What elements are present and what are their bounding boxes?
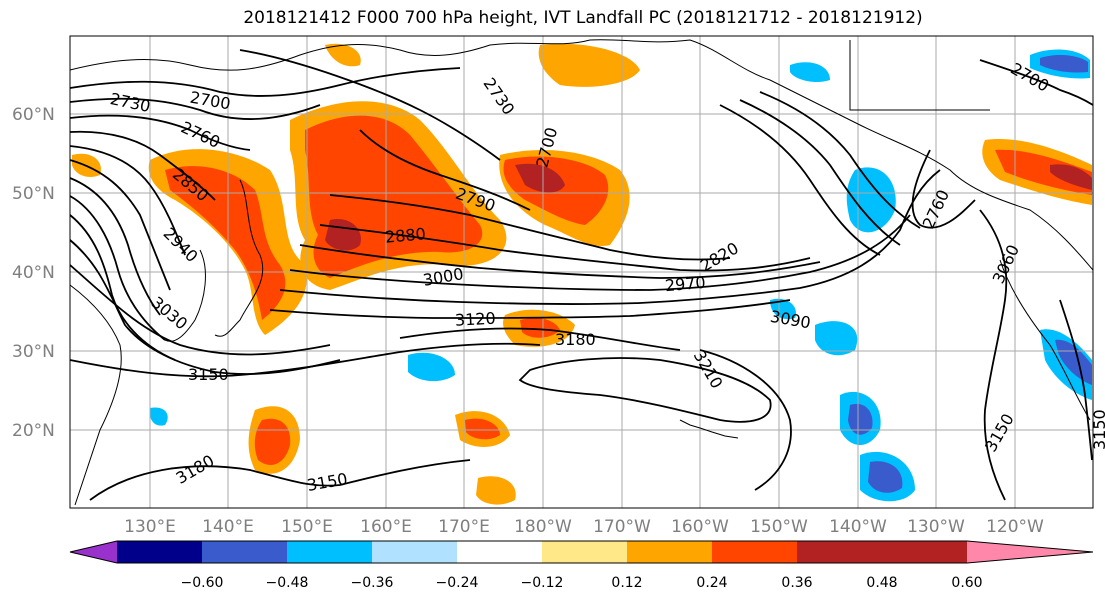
height-contours [69, 49, 1094, 501]
lat-label: 50°N [12, 184, 55, 204]
colorbar-tick: 0.24 [696, 575, 727, 591]
contour-label: 3150 [306, 469, 349, 495]
contour-label: 3210 [690, 347, 727, 392]
contour-label: 2730 [108, 89, 152, 116]
contour-label: 2880 [384, 224, 426, 246]
lat-label: 60°N [12, 105, 55, 125]
coastlines [69, 39, 1094, 506]
contour-label: 3180 [555, 330, 596, 349]
contour-label: 3180 [173, 451, 218, 488]
lon-label: 180°W [514, 517, 572, 537]
colorbar-tick: −0.12 [521, 575, 564, 591]
latitude-labels: 60°N 50°N 40°N 30°N 20°N [12, 105, 55, 441]
contour-label: 3060 [989, 242, 1023, 287]
lon-label: 160°E [360, 517, 412, 537]
colorbar-tick: 0.48 [866, 575, 897, 591]
lon-label: 170°W [593, 517, 651, 537]
colorbar-tick: 0.36 [781, 575, 812, 591]
contour-label: 3000 [422, 264, 465, 290]
lon-label: 170°E [438, 517, 490, 537]
lon-label: 130°E [124, 517, 176, 537]
lat-label: 30°N [12, 342, 55, 362]
colorbar-swatch [712, 541, 797, 563]
contour-label: 2970 [664, 273, 706, 295]
lon-label: 120°W [986, 517, 1044, 537]
colorbar-tick: −0.24 [436, 575, 479, 591]
colorbar-swatch [287, 541, 372, 563]
colorbar-ticks: −0.60 −0.48 −0.36 −0.24 −0.12 0.12 0.24 … [181, 575, 983, 591]
colorbar-swatch [202, 541, 287, 563]
colorbar: −0.60 −0.48 −0.36 −0.24 −0.12 0.12 0.24 … [69, 540, 1094, 591]
colorbar-extend-right [967, 541, 1093, 563]
contour-label: 3150 [188, 365, 229, 384]
map-frame [69, 35, 1094, 509]
contour-label: 2760 [178, 117, 223, 151]
colorbar-swatch [542, 541, 627, 563]
contour-label: 3150 [981, 410, 1018, 455]
colorbar-tick: −0.60 [181, 575, 224, 591]
colorbar-swatch [117, 541, 202, 563]
colorbar-tick: 0.12 [611, 575, 642, 591]
lon-label: 160°W [671, 517, 729, 537]
colorbar-swatch [457, 541, 542, 563]
contour-label: 2730 [480, 74, 519, 118]
lon-label: 140°W [829, 517, 887, 537]
colorbar-swatch [627, 541, 712, 563]
contour-label: 3120 [454, 309, 496, 330]
colorbar-swatch [797, 541, 882, 563]
lat-label: 40°N [12, 263, 55, 283]
lon-label: 130°W [907, 517, 965, 537]
colorbar-extend-left [70, 541, 117, 563]
map-title: 2018121412 F000 700 hPa height, IVT Land… [243, 8, 923, 28]
contour-label: 3090 [769, 307, 812, 333]
lon-label: 140°E [202, 517, 254, 537]
longitude-labels: 130°E 140°E 150°E 160°E 170°E 180°W 170°… [124, 517, 1044, 537]
colorbar-swatch [372, 541, 457, 563]
lon-label: 150°E [281, 517, 333, 537]
colorbar-swatch [882, 541, 967, 563]
lat-label: 20°N [12, 421, 55, 441]
contour-label: 2940 [159, 224, 201, 266]
colorbar-tick: −0.48 [266, 575, 309, 591]
contour-label: 3030 [148, 293, 191, 334]
colorbar-tick: −0.36 [351, 575, 394, 591]
contour-label: 3150 [1090, 409, 1105, 450]
colorbar-tick: 0.60 [951, 575, 982, 591]
colorbar-outline [69, 540, 1094, 564]
lon-label: 150°W [750, 517, 808, 537]
contour-label: 2700 [189, 88, 232, 114]
